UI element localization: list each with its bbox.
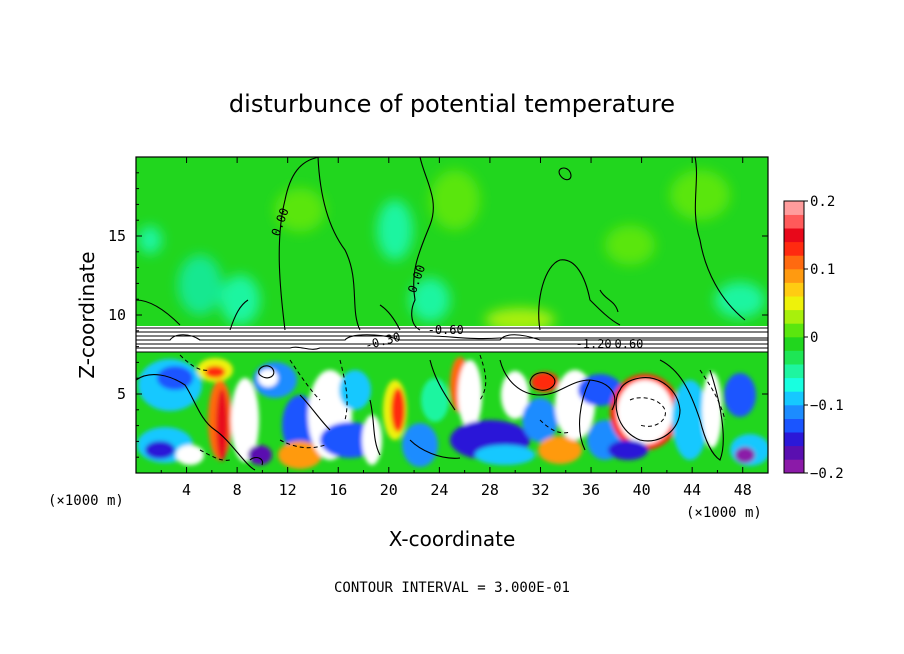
colorbar-swatch	[784, 309, 804, 324]
colorbar-swatch	[784, 459, 804, 474]
x-tick-label: 20	[380, 481, 398, 499]
y-tick-label: 15	[108, 227, 126, 245]
colorbar-tick-label: −0.1	[810, 398, 844, 414]
colorbar-swatch	[784, 377, 804, 392]
x-tick-label: 28	[481, 481, 499, 499]
y-tick-label: 10	[108, 306, 126, 324]
x-tick-label: 8	[233, 481, 242, 499]
x-tick-label: 24	[430, 481, 448, 499]
colorbar-tick-label: 0.1	[810, 262, 835, 278]
colorbar-swatch	[784, 391, 804, 406]
inversion-band	[136, 326, 768, 356]
y-tick-label: 5	[117, 385, 126, 403]
colorbar-swatch	[784, 201, 804, 215]
y-axis: 5 10 15	[108, 172, 768, 458]
x-unit-right: (×1000 m)	[686, 505, 762, 521]
colorbar-tick-label: 0	[810, 330, 818, 346]
x-tick-label: 32	[531, 481, 549, 499]
lower-field	[136, 352, 768, 473]
x-axis-label: X-coordinate	[389, 527, 516, 551]
x-tick-label: 16	[329, 481, 347, 499]
contour-label: -0.60	[428, 323, 464, 337]
colorbar-swatch	[784, 364, 804, 379]
y-axis-label: Z-coordinate	[75, 251, 99, 378]
contour-interval: CONTOUR INTERVAL = 3.000E-01	[334, 580, 570, 596]
x-tick-label: 12	[279, 481, 297, 499]
x-tick-label: 4	[182, 481, 191, 499]
colorbar-tick-label: 0.2	[810, 194, 835, 210]
colorbar-swatch	[784, 241, 804, 256]
x-unit-left: (×1000 m)	[48, 493, 124, 509]
colorbar-swatch	[784, 405, 804, 419]
colorbar-swatch	[784, 296, 804, 311]
plot-area	[136, 157, 768, 473]
colorbar-swatch	[784, 282, 804, 297]
contours-solid	[136, 157, 768, 471]
colorbar-swatch	[784, 323, 804, 338]
colorbar-swatch	[784, 255, 804, 270]
colorbar-swatch	[784, 228, 804, 243]
colorbar-swatch	[784, 269, 804, 283]
colorbar-swatch	[784, 350, 804, 365]
colorbar-swatch	[784, 418, 804, 433]
contour-label: -1.20	[576, 337, 612, 351]
x-tick-label: 44	[683, 481, 701, 499]
colorbar-swatch	[784, 214, 804, 229]
colorbar-swatch	[784, 432, 804, 447]
x-tick-label: 40	[633, 481, 651, 499]
colorbar-swatch	[784, 445, 804, 460]
colorbar: 0.2 0.1 0 −0.1 −0.2	[783, 194, 844, 482]
contour-label: 0.60	[615, 337, 644, 351]
x-tick-label: 36	[582, 481, 600, 499]
colorbar-tick-label: −0.2	[810, 466, 844, 482]
contours-dashed	[179, 354, 726, 461]
colorbar-swatch	[784, 337, 804, 351]
x-tick-label: 48	[734, 481, 752, 499]
chart-title: disturbunce of potential temperature	[229, 90, 675, 118]
x-axis: 4 8 12 16 20 24 28 32 36 40 44 48	[160, 157, 752, 499]
